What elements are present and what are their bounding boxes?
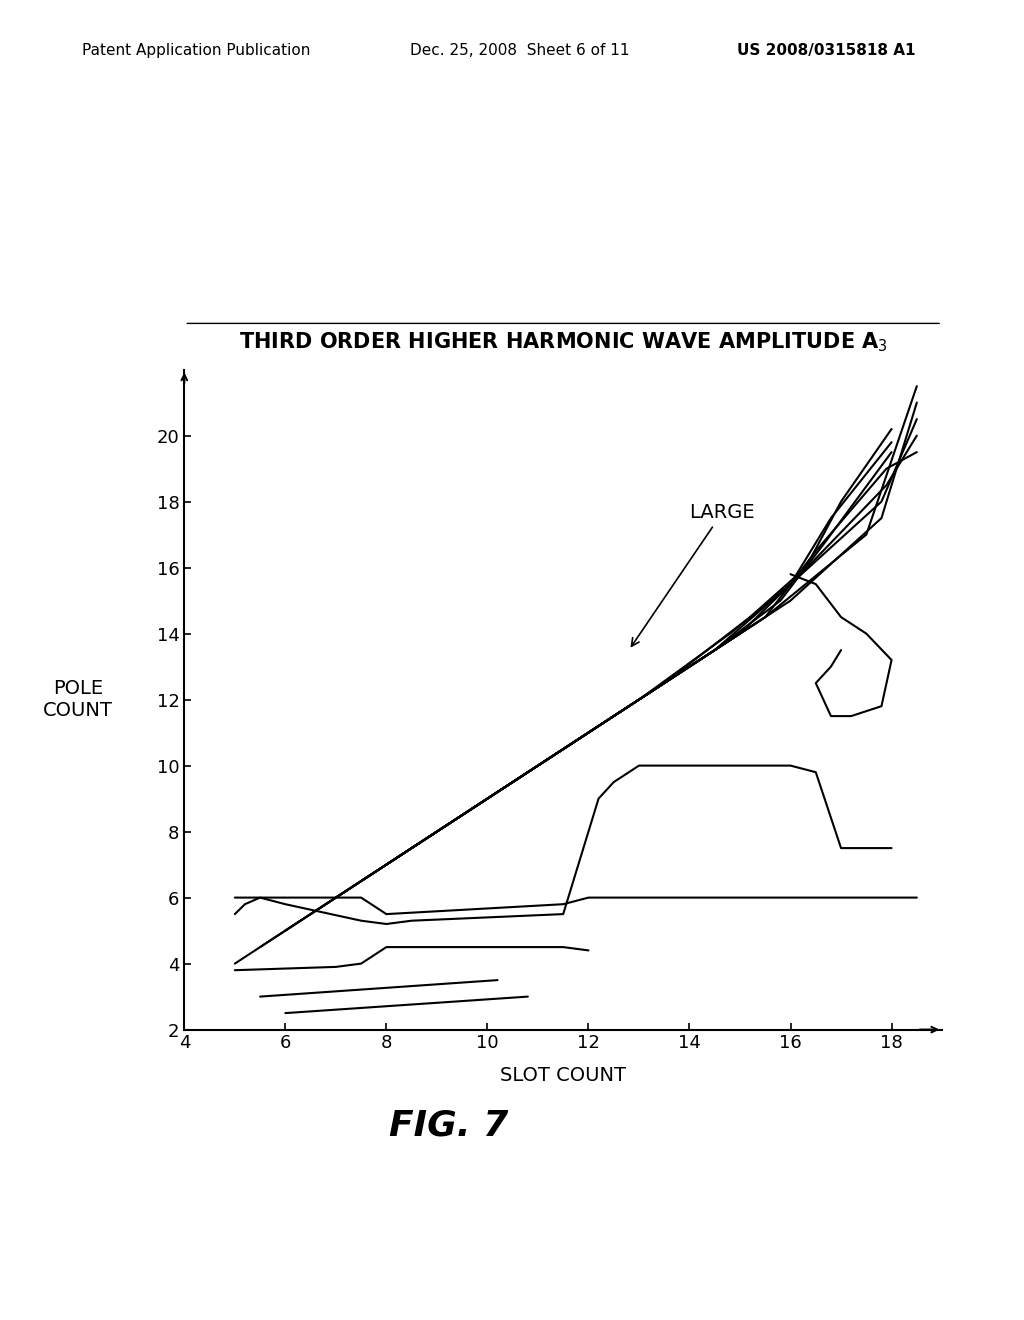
Text: Patent Application Publication: Patent Application Publication bbox=[82, 44, 310, 58]
Text: Dec. 25, 2008  Sheet 6 of 11: Dec. 25, 2008 Sheet 6 of 11 bbox=[410, 44, 629, 58]
Text: POLE
COUNT: POLE COUNT bbox=[43, 678, 114, 721]
Text: FIG. 7: FIG. 7 bbox=[389, 1109, 508, 1142]
Title: THIRD ORDER HIGHER HARMONIC WAVE AMPLITUDE A$_3$: THIRD ORDER HIGHER HARMONIC WAVE AMPLITU… bbox=[239, 331, 888, 354]
X-axis label: SLOT COUNT: SLOT COUNT bbox=[500, 1067, 627, 1085]
Text: US 2008/0315818 A1: US 2008/0315818 A1 bbox=[737, 44, 915, 58]
Text: LARGE: LARGE bbox=[632, 503, 755, 647]
